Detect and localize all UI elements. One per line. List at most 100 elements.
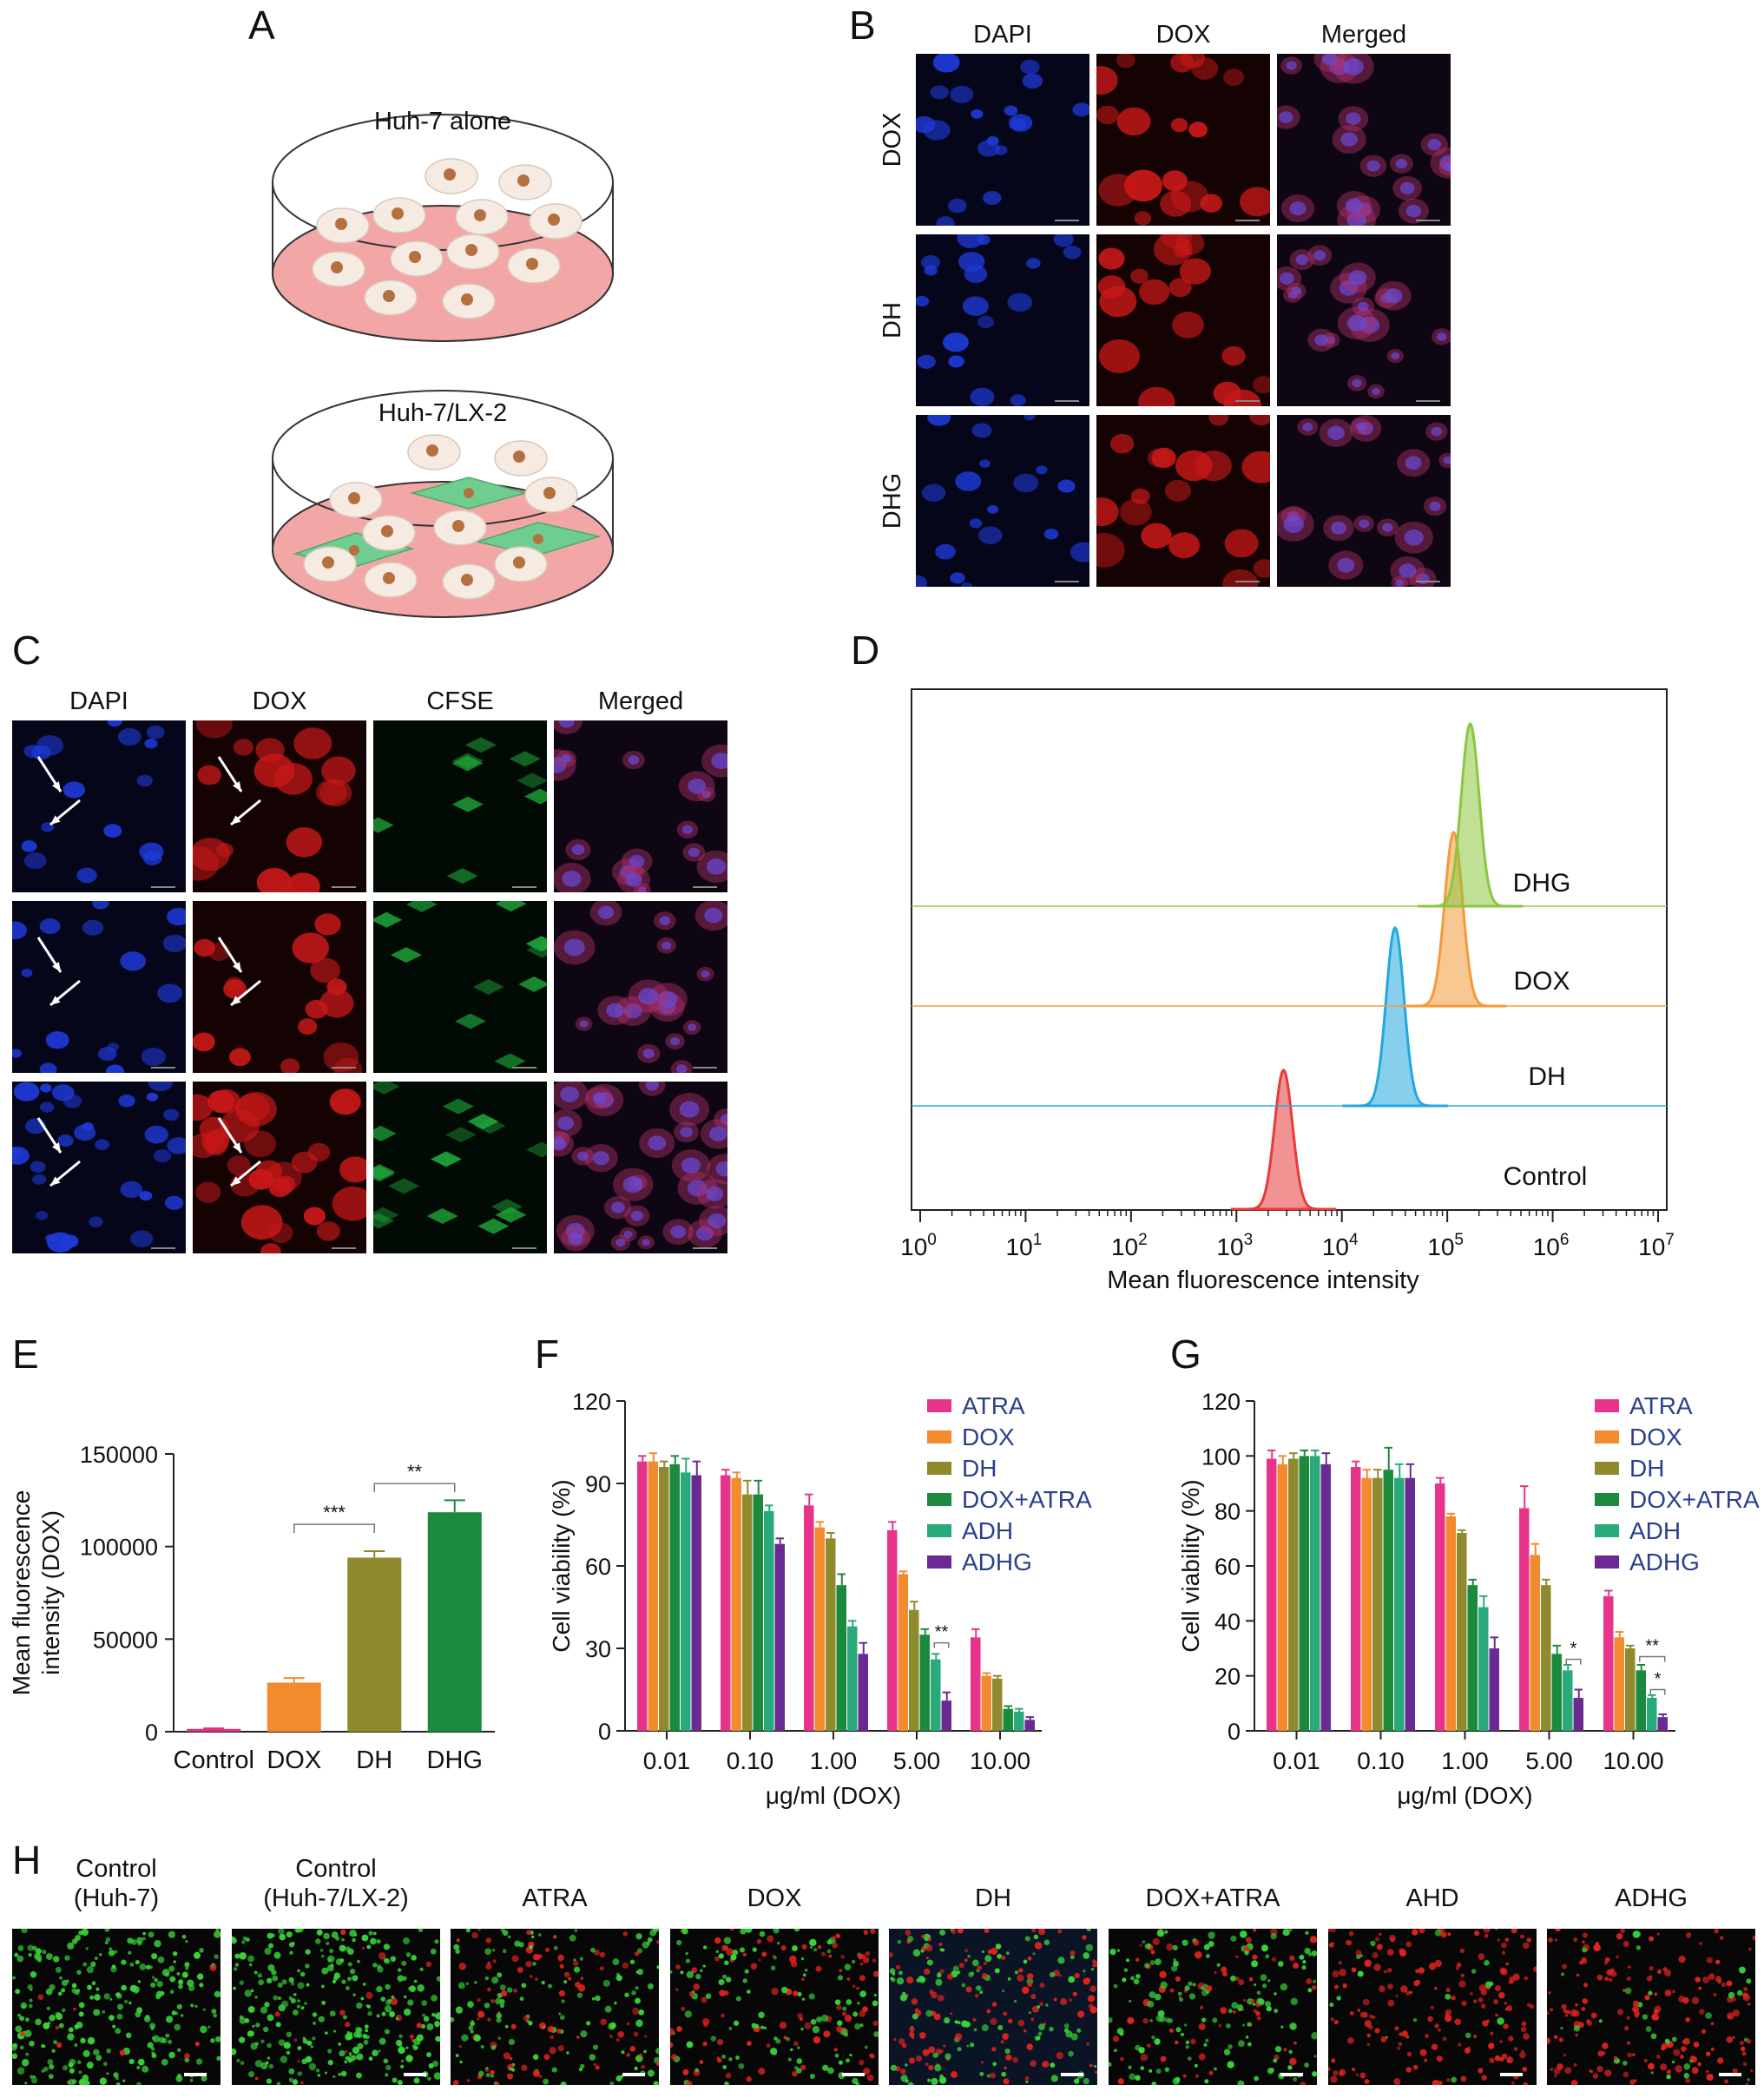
chart-g-legend-label-dh: DH [1629, 1455, 1664, 1482]
chart-g-bar-dox-atra-1.00 [1467, 1585, 1478, 1731]
panel-c-image-row3-merged [554, 1082, 727, 1253]
chart-d-tick-label: 103 [1216, 1231, 1253, 1260]
chart-g-bar-adhg-5.00 [1573, 1698, 1583, 1731]
chart-f-viability: 0 30 60 90 120 0.01 0.10 1.00 5.00 10.00 μg/ml (DO… [548, 1389, 1092, 1809]
panel-c-col-dox: DOX [252, 687, 307, 715]
chart-f-bar-adhg-5.00 [941, 1700, 951, 1731]
panel-h-label-4: DOX [747, 1884, 802, 1912]
panel-c-arrow-row3-dapi-b [49, 1160, 81, 1187]
chart-d-tick-label: 102 [1111, 1231, 1148, 1260]
chart-f-x-tick-label: 1.00 [810, 1747, 858, 1774]
panel-c-arrow-row1-dapi-b [49, 799, 81, 826]
panel-c-image-row1-cfse [373, 720, 547, 892]
chart-g-y-tick-label: 40 [1214, 1608, 1241, 1634]
chart-g-bar-adhg-0.10 [1405, 1477, 1415, 1731]
chart-g-x-tick-label: 10.00 [1603, 1747, 1663, 1774]
panel-c-image-row3-dox [193, 1082, 366, 1253]
chart-f-bar-adhg-10.00 [1024, 1720, 1035, 1731]
chart-g-bar-adhg-1.00 [1489, 1648, 1499, 1731]
chart-d-tick-label: 107 [1638, 1231, 1675, 1260]
chart-d-peak-dox [1342, 925, 1448, 1108]
chart-f-bar-adh-0.10 [764, 1510, 774, 1731]
chart-g-legend-label-dox-atra: DOX+ATRA [1629, 1486, 1760, 1513]
panel-h-image-5 [889, 1929, 1097, 2085]
chart-f-y-tick-label: 30 [585, 1636, 611, 1662]
chart-g-bar-dox-5.00 [1530, 1555, 1540, 1731]
panel-c-image-row2-dox [193, 901, 366, 1073]
chart-g-viability: 0 20 40 60 80 100 120 0.01 0.10 1.00 5.00 10.00 μg/m… [1177, 1389, 1760, 1809]
chart-e-significance-label: ** [407, 1461, 423, 1483]
panel-b-col-dapi: DAPI [973, 21, 1032, 49]
chart-d-peak-dhg [1417, 721, 1524, 908]
panel-h-image-2 [232, 1929, 440, 2085]
chart-d-xlabel: Mean fluorescence intensity [1107, 1266, 1419, 1294]
chart-f-bar-atra-0.10 [721, 1475, 731, 1731]
chart-g-bar-atra-10.00 [1603, 1595, 1614, 1731]
panel-c-arrow-row1-dox-a [217, 756, 243, 793]
chart-e-y-tick-label: 50000 [93, 1627, 158, 1653]
chart-f-legend-label-dox: DOX [962, 1424, 1015, 1450]
chart-f-bar-atra-0.01 [637, 1461, 648, 1731]
chart-g-legend-label-dox: DOX [1629, 1424, 1682, 1450]
panel-h-image-8 [1547, 1929, 1755, 2085]
chart-g-y-tick-label: 0 [1228, 1719, 1241, 1745]
chart-f-significance-1: ** [933, 1623, 950, 1648]
chart-g-significance-2: ** [1639, 1637, 1666, 1662]
panel-c-image-row2-cfse [373, 901, 547, 1073]
chart-e-ylabel-line1: Mean fluorescence [8, 1490, 35, 1696]
chart-f-legend-label-adhg: ADHG [962, 1549, 1032, 1575]
chart-g-bar-adh-5.00 [1563, 1670, 1573, 1731]
chart-d-series-label-control: Control [1504, 1162, 1588, 1191]
panel-c-arrow-row1-dox-b [230, 799, 261, 826]
chart-f-bar-dh-1.00 [826, 1538, 836, 1731]
panel-c-arrow-row2-dapi-b [49, 979, 81, 1007]
panel-b-row-dhg: DHG [879, 472, 906, 529]
panel-label-g: G [1170, 1332, 1201, 1377]
chart-g-legend-swatch [1595, 1555, 1619, 1569]
panel-b-image-dox-merged [1277, 54, 1451, 226]
chart-g-legend-label-adh: ADH [1629, 1517, 1681, 1544]
panel-c-col-merged: Merged [597, 687, 684, 715]
chart-e-bar-dh [347, 1557, 402, 1732]
chart-g-y-tick-label: 80 [1214, 1499, 1241, 1525]
chart-f-legend-swatch [927, 1430, 951, 1444]
chart-g-significance-label: * [1570, 1640, 1577, 1659]
chart-f-legend-swatch [927, 1555, 951, 1569]
chart-f-legend-label-atra: ATRA [962, 1392, 1025, 1419]
panel-b-image-dox-dapi [916, 54, 1089, 226]
panel-h-label-3: ATRA [522, 1884, 588, 1912]
chart-f-bar-atra-5.00 [887, 1529, 898, 1731]
chart-g-bar-adh-0.10 [1394, 1477, 1405, 1731]
chart-g-bar-dox-0.01 [1277, 1463, 1287, 1731]
panel-h-image-7 [1328, 1929, 1537, 2085]
panel-h-label-1: Control (Huh-7) [73, 1855, 160, 1912]
chart-f-bar-adh-5.00 [931, 1659, 941, 1731]
chart-g-legend-label-atra: ATRA [1629, 1392, 1693, 1419]
chart-e-significance-label: *** [323, 1502, 346, 1523]
panel-c-arrow-row3-dox-b [230, 1160, 261, 1187]
chart-g-bar-dox-atra-0.10 [1383, 1470, 1393, 1731]
chart-g-x-tick-label: 5.00 [1525, 1747, 1573, 1774]
chart-f-legend-swatch [927, 1462, 951, 1475]
chart-g-bar-atra-5.00 [1519, 1508, 1530, 1731]
chart-g-bar-atra-1.00 [1435, 1483, 1445, 1731]
chart-e-bar-dhg [427, 1512, 482, 1732]
chart-g-bar-dh-1.00 [1457, 1533, 1467, 1731]
dish-label-huh7-alone: Huh-7 alone [374, 108, 511, 135]
chart-g-bar-dox-10.00 [1614, 1637, 1624, 1731]
dish-huh7-alone [272, 114, 614, 342]
chart-e-x-tick-label: Control [174, 1746, 255, 1774]
panel-b-image-dhg-merged [1277, 415, 1451, 587]
chart-g-legend-swatch [1595, 1462, 1619, 1475]
chart-d-series-label-dh: DH [1528, 1062, 1565, 1091]
chart-g-ylabel: Cell viability (%) [1177, 1479, 1204, 1652]
chart-g-x-tick-label: 0.10 [1357, 1747, 1405, 1774]
panel-h-label-2: Control (Huh-7/LX-2) [263, 1855, 409, 1912]
panel-c-arrow-row2-dapi-a [36, 937, 63, 973]
chart-g-y-tick-label: 60 [1214, 1554, 1241, 1580]
chart-f-bar-adhg-1.00 [858, 1654, 868, 1731]
panel-label-c: C [12, 628, 42, 673]
chart-g-bar-adhg-10.00 [1657, 1717, 1668, 1731]
chart-f-bar-dh-0.01 [659, 1467, 669, 1731]
